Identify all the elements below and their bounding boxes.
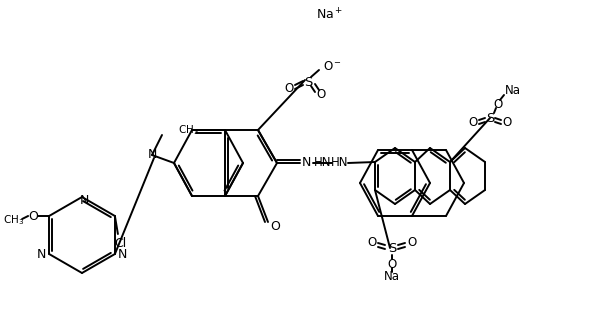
Text: O: O [468, 116, 477, 130]
Text: N: N [36, 247, 46, 261]
Text: O: O [502, 116, 512, 130]
Text: O$^-$: O$^-$ [323, 60, 342, 72]
Text: Na: Na [505, 85, 521, 97]
Text: HN: HN [332, 157, 348, 169]
Text: CH$_3$: CH$_3$ [4, 213, 25, 227]
Text: N: N [301, 157, 311, 169]
Text: S: S [304, 77, 312, 89]
Text: O: O [387, 258, 397, 270]
Text: O: O [493, 97, 503, 111]
Text: Na$^+$: Na$^+$ [316, 7, 344, 23]
Text: CH$_3$: CH$_3$ [178, 123, 199, 137]
Text: O: O [316, 88, 325, 100]
Text: S: S [388, 241, 396, 255]
Text: Na: Na [384, 269, 400, 283]
Text: O: O [270, 219, 280, 233]
Text: N: N [118, 247, 128, 261]
Text: Cl: Cl [114, 238, 126, 250]
Text: O: O [407, 237, 417, 249]
Text: N: N [79, 194, 89, 208]
Text: HN: HN [314, 157, 332, 169]
Text: O: O [367, 237, 377, 249]
Text: N: N [147, 148, 157, 162]
Text: O: O [28, 210, 38, 222]
Text: O: O [284, 82, 293, 94]
Text: S: S [486, 112, 494, 124]
